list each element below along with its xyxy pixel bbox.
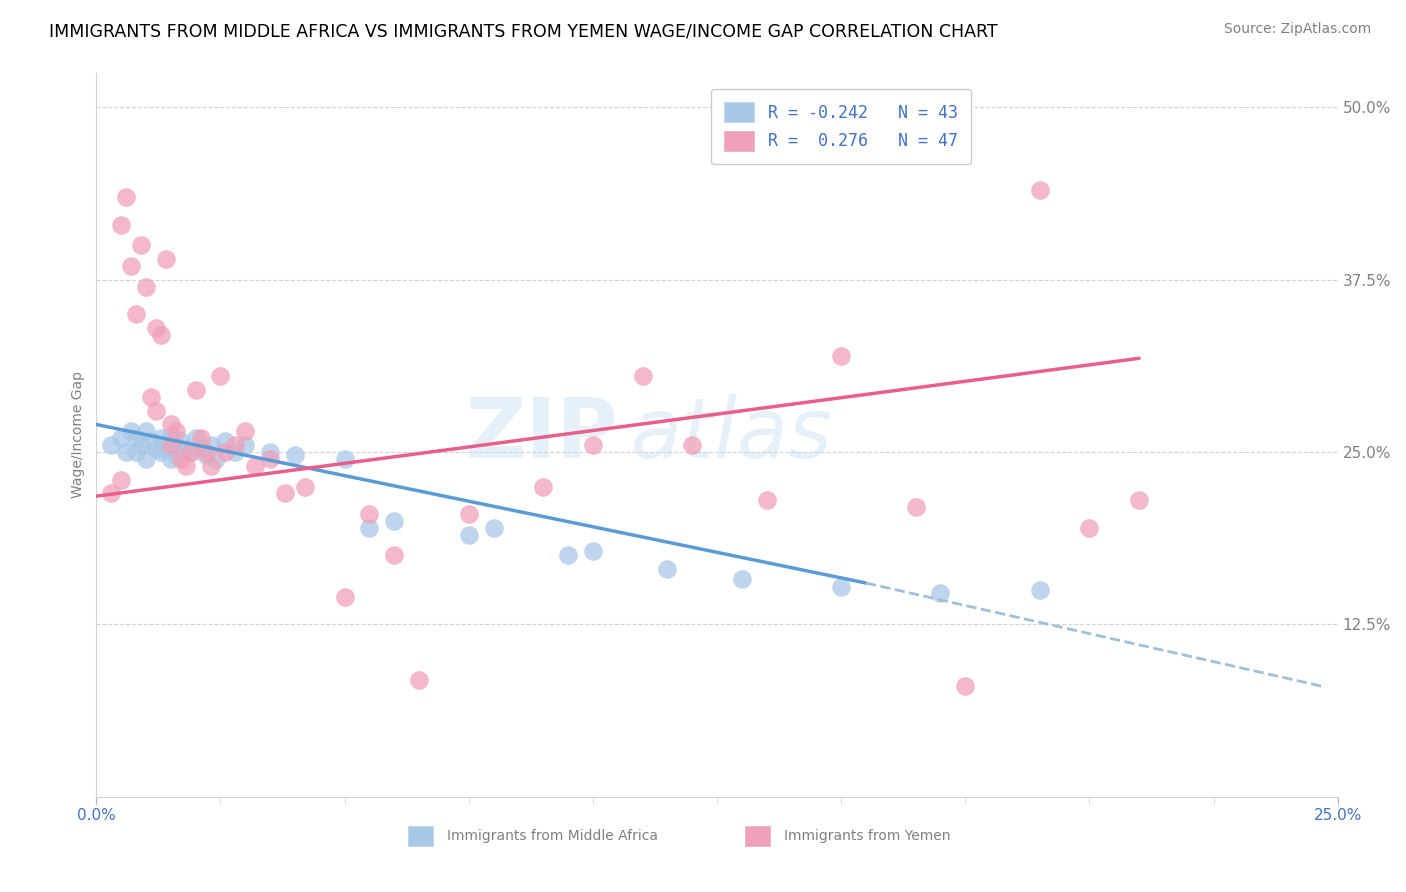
Point: [333, 590, 356, 604]
Point: [125, 431, 148, 445]
Point: [149, 431, 172, 445]
Point: [194, 445, 217, 459]
Point: [1078, 521, 1101, 535]
Point: [174, 442, 197, 457]
Point: [125, 445, 148, 459]
Point: [274, 486, 297, 500]
Point: [139, 390, 162, 404]
Point: [333, 452, 356, 467]
Point: [557, 549, 579, 563]
Point: [259, 445, 281, 459]
Point: [110, 431, 132, 445]
Point: [139, 434, 162, 448]
Point: [145, 321, 167, 335]
Point: [159, 428, 181, 442]
Point: [657, 562, 679, 576]
Point: [145, 442, 167, 457]
Point: [170, 434, 193, 448]
Point: [531, 479, 554, 493]
Point: [408, 673, 430, 687]
Point: [184, 431, 207, 445]
Point: [115, 190, 138, 204]
Point: [125, 307, 148, 321]
Point: [194, 448, 217, 462]
Point: [180, 445, 202, 459]
Point: [184, 383, 207, 397]
Point: [145, 403, 167, 417]
Legend: R = -0.242   N = 43, R =  0.276   N = 47: R = -0.242 N = 43, R = 0.276 N = 47: [711, 88, 972, 164]
Point: [180, 445, 202, 459]
Point: [359, 507, 381, 521]
Point: [129, 438, 152, 452]
Point: [955, 680, 977, 694]
Point: [233, 425, 256, 439]
Point: [681, 438, 703, 452]
Point: [110, 218, 132, 232]
Point: [904, 500, 927, 515]
Point: [294, 479, 316, 493]
Point: [929, 585, 952, 599]
Point: [259, 452, 281, 467]
Point: [190, 442, 212, 457]
Point: [159, 452, 181, 467]
Point: [120, 425, 142, 439]
Text: IMMIGRANTS FROM MIDDLE AFRICA VS IMMIGRANTS FROM YEMEN WAGE/INCOME GAP CORRELATI: IMMIGRANTS FROM MIDDLE AFRICA VS IMMIGRA…: [49, 22, 998, 40]
Point: [135, 425, 157, 439]
Point: [100, 438, 122, 452]
Point: [631, 369, 654, 384]
Point: [214, 434, 236, 448]
Point: [204, 452, 226, 467]
Point: [755, 493, 778, 508]
Point: [200, 458, 222, 473]
Text: Immigrants from Yemen: Immigrants from Yemen: [785, 829, 950, 843]
Point: [100, 486, 122, 500]
Point: [149, 445, 172, 459]
Point: [190, 431, 212, 445]
Point: [482, 521, 505, 535]
Point: [233, 438, 256, 452]
Point: [209, 369, 232, 384]
Text: atlas: atlas: [630, 394, 832, 475]
Point: [731, 572, 754, 586]
Point: [135, 279, 157, 293]
Text: ZIP: ZIP: [465, 394, 617, 475]
Point: [170, 452, 193, 467]
Text: Immigrants from Middle Africa: Immigrants from Middle Africa: [447, 829, 658, 843]
Point: [830, 580, 852, 594]
Point: [165, 448, 187, 462]
Point: [200, 438, 222, 452]
Point: [149, 327, 172, 342]
Point: [1028, 582, 1050, 597]
Point: [457, 528, 479, 542]
Point: [359, 521, 381, 535]
Point: [155, 438, 177, 452]
Point: [120, 259, 142, 273]
Point: [582, 544, 605, 558]
Point: [582, 438, 605, 452]
Point: [457, 507, 479, 521]
Point: [1028, 183, 1050, 197]
Point: [284, 448, 307, 462]
Point: [224, 445, 246, 459]
Point: [224, 438, 246, 452]
Point: [214, 445, 236, 459]
Point: [382, 514, 405, 528]
Point: [165, 425, 187, 439]
Point: [110, 473, 132, 487]
Point: [174, 458, 197, 473]
Point: [155, 252, 177, 266]
Point: [1128, 493, 1150, 508]
Point: [245, 458, 267, 473]
Text: Source: ZipAtlas.com: Source: ZipAtlas.com: [1223, 22, 1371, 37]
Point: [830, 349, 852, 363]
Y-axis label: Wage/Income Gap: Wage/Income Gap: [72, 371, 86, 499]
Point: [159, 438, 181, 452]
Point: [382, 549, 405, 563]
Point: [135, 452, 157, 467]
Point: [159, 417, 181, 432]
Point: [165, 438, 187, 452]
Point: [129, 238, 152, 252]
Point: [115, 445, 138, 459]
